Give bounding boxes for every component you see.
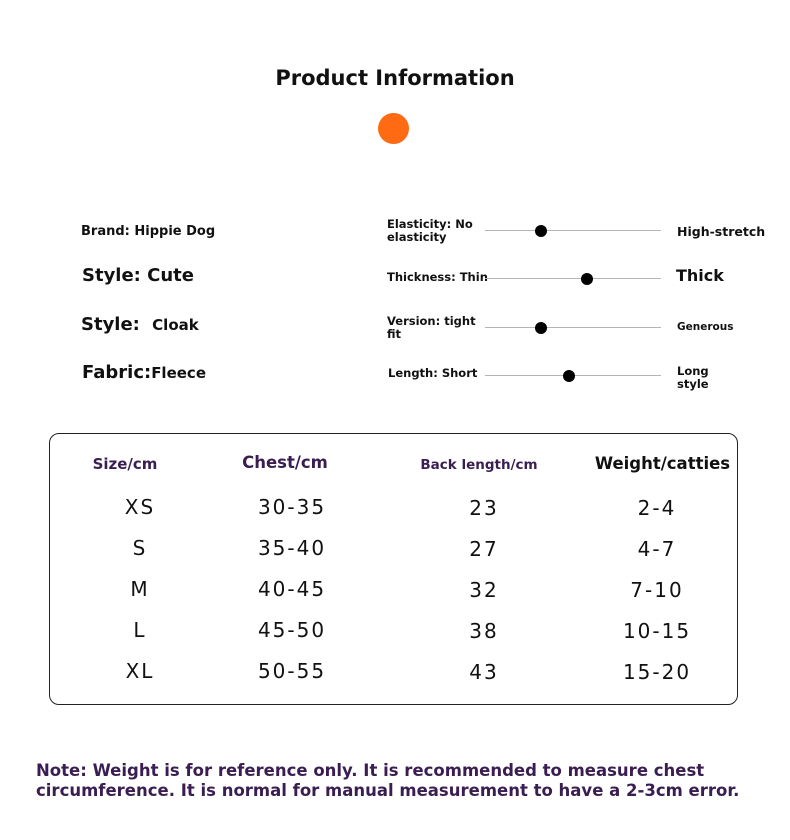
scale-track-thickness <box>485 278 661 279</box>
table-header-size: Size/cm <box>92 455 158 473</box>
scale-left-label-version: Version: tight fit <box>387 314 476 341</box>
scale-right-label-thickness: Thick <box>676 266 724 285</box>
table-header-weight: Weight/catties <box>594 454 731 473</box>
table-cell: 40-45 <box>257 577 327 601</box>
table-header-back-length: Back length/cm <box>420 457 538 473</box>
scale-left-label-elasticity: Elasticity: No elasticity <box>387 217 473 244</box>
style-key: Style: <box>81 314 140 335</box>
scale-left-label-length: Length: Short <box>388 366 478 380</box>
scale-knob-version <box>535 322 548 334</box>
table-cell: 2-4 <box>637 496 677 520</box>
table-cell: 35-40 <box>257 536 327 560</box>
table-cell: L <box>133 618 147 642</box>
brand-label: Brand: Hippie Dog <box>81 224 216 239</box>
table-header-chest: Chest/cm <box>242 453 328 472</box>
scale-track-elasticity <box>485 230 661 231</box>
table-cell: 50-55 <box>257 659 327 683</box>
table-cell: 4-7 <box>637 537 677 561</box>
style-value: Cloak <box>152 316 199 334</box>
size-table <box>49 433 738 705</box>
table-cell: M <box>130 577 150 601</box>
table-cell: XL <box>125 659 155 683</box>
scale-left-label-thickness: Thickness: Thin <box>387 270 488 284</box>
style-cute-label: Style: Cute <box>82 265 194 286</box>
table-cell: 38 <box>469 619 499 643</box>
page-title: Product Information <box>275 66 515 90</box>
scale-knob-length <box>563 370 576 382</box>
table-cell: S <box>132 536 148 560</box>
table-cell: 7-10 <box>630 578 684 602</box>
table-cell: XS <box>124 495 156 519</box>
table-cell: 45-50 <box>257 618 327 642</box>
table-cell: 10-15 <box>622 619 692 643</box>
scale-track-version <box>485 327 661 328</box>
scale-knob-thickness <box>581 273 594 285</box>
accent-dot <box>378 113 409 144</box>
measurement-note: Note: Weight is for reference only. It i… <box>36 761 740 800</box>
scale-knob-elasticity <box>535 225 548 237</box>
scale-right-label-length: Long style <box>677 364 709 391</box>
table-cell: 15-20 <box>622 660 692 684</box>
fabric-key: Fabric: <box>82 362 152 383</box>
table-cell: 32 <box>469 578 499 602</box>
table-cell: 30-35 <box>257 495 327 519</box>
scale-right-label-elasticity: High-stretch <box>677 224 766 239</box>
table-cell: 23 <box>469 496 499 520</box>
fabric-label: Fabric:Fleece <box>82 362 206 383</box>
table-cell: 43 <box>469 660 499 684</box>
table-cell: 27 <box>469 537 499 561</box>
scale-right-label-version: Generous <box>677 321 734 333</box>
fabric-value: Fleece <box>151 364 206 382</box>
style-label: Style: Cloak <box>81 314 199 335</box>
